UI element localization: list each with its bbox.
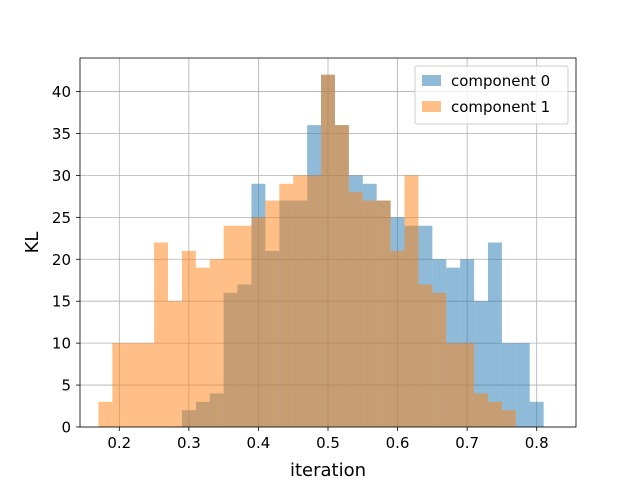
legend-swatch-component-1 (422, 101, 441, 112)
bar-component-1-21 (390, 250, 405, 427)
bar-component-1-15 (307, 175, 322, 427)
bar-component-1-23 (418, 284, 433, 427)
y-axis-label: KL (22, 232, 43, 254)
y-tick-label-7: 35 (52, 125, 71, 143)
bar-component-1-5 (168, 301, 182, 427)
bar-component-1-24 (432, 292, 447, 427)
bar-component-1-14 (293, 175, 308, 427)
bar-component-1-4 (154, 242, 168, 427)
legend-label-component-1: component 1 (451, 98, 550, 116)
bar-component-1-17 (334, 125, 349, 427)
bar-component-1-27 (474, 393, 488, 427)
bar-component-1-1 (112, 343, 127, 427)
bar-component-1-2 (126, 343, 141, 427)
x-tick-label-6: 0.8 (525, 434, 549, 452)
bar-component-1-8 (209, 259, 224, 427)
bars (98, 74, 544, 427)
bar-component-1-10 (237, 225, 252, 427)
bar-component-0-23 (501, 343, 516, 427)
bar-component-1-26 (460, 343, 475, 427)
bar-component-1-11 (251, 217, 266, 427)
legend: component 0 component 1 (414, 65, 569, 125)
x-tick-label-4: 0.6 (386, 434, 410, 452)
legend-label-component-0: component 0 (451, 72, 550, 90)
legend-swatch-component-0 (422, 75, 441, 86)
bar-component-1-12 (265, 200, 280, 427)
bar-component-1-18 (348, 192, 363, 427)
legend-box (414, 65, 569, 125)
bar-component-0-25 (529, 401, 544, 427)
bar-component-1-25 (446, 343, 461, 427)
bar-component-0-22 (488, 242, 502, 427)
x-tick-label-3: 0.5 (316, 434, 340, 452)
bar-component-1-22 (404, 175, 419, 427)
bar-component-1-16 (321, 74, 335, 427)
y-tick-label-4: 20 (52, 251, 71, 269)
bar-component-1-9 (223, 225, 238, 427)
bar-component-1-6 (181, 250, 196, 427)
y-tick-label-2: 10 (52, 335, 71, 353)
bar-component-1-13 (279, 183, 294, 427)
x-tick-label-5: 0.7 (455, 434, 479, 452)
bar-component-1-3 (140, 343, 155, 427)
x-axis-label: iteration (290, 460, 366, 480)
bar-component-0-24 (515, 343, 530, 427)
bar-component-1-29 (501, 410, 516, 427)
bar-component-1-0 (98, 401, 113, 427)
bar-component-1-20 (376, 200, 391, 427)
bar-component-1-7 (195, 267, 210, 427)
x-tick-label-1: 0.3 (177, 434, 201, 452)
y-tick-label-1: 5 (61, 377, 71, 395)
x-tick-label-2: 0.4 (247, 434, 271, 452)
x-tick-label-0: 0.2 (107, 434, 131, 452)
y-tick-label-6: 30 (52, 167, 71, 185)
y-tick-label-3: 15 (52, 293, 71, 311)
y-tick-label-5: 25 (52, 209, 71, 227)
y-tick-label-8: 40 (52, 83, 71, 101)
ticks: 0.2 0.3 0.4 0.5 0.6 0.7 0.8 0 5 10 15 20 25 30 35 40 (52, 83, 549, 452)
bar-component-1-28 (488, 401, 502, 427)
bar-component-1-19 (362, 200, 377, 427)
y-tick-label-0: 0 (61, 419, 71, 437)
